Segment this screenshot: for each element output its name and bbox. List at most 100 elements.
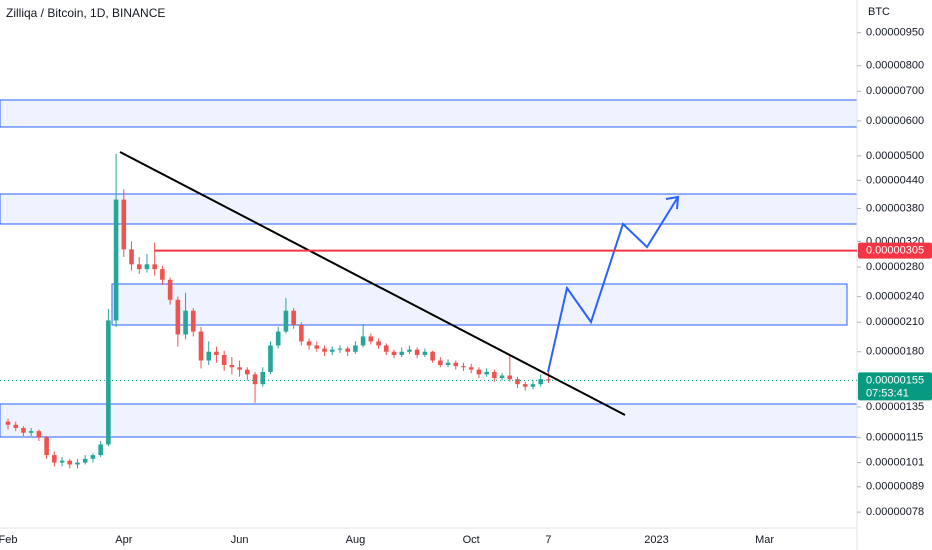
candle-body [237, 367, 242, 370]
candle-body [206, 351, 212, 361]
candle-body [538, 379, 543, 385]
candle-body [438, 360, 443, 365]
candle-body [28, 431, 34, 433]
candle-body [136, 264, 142, 270]
candle-body [515, 379, 520, 385]
y-tick-label: 0.00000440 [866, 174, 924, 186]
candle-body [175, 299, 181, 335]
candle-body [13, 424, 19, 428]
candle-body [106, 320, 111, 445]
y-tick-label: 0.00000180 [866, 346, 924, 358]
trend-line [119, 151, 626, 416]
candle-body [82, 458, 88, 463]
candle-body [476, 369, 482, 375]
candle-body [252, 374, 258, 385]
x-tick-label: Apr [115, 534, 132, 546]
candle-body [129, 249, 134, 265]
candle-body [75, 462, 80, 465]
price-axis [857, 0, 932, 550]
candle-body [445, 362, 451, 365]
candle-body [90, 455, 96, 459]
zone [0, 193, 858, 225]
candle-body [546, 379, 551, 381]
x-tick-label: 7 [545, 534, 551, 546]
y-tick-label: 0.00000700 [866, 85, 924, 97]
zone [0, 403, 858, 438]
y-tick-label: 0.00000600 [866, 115, 924, 127]
price-tag [858, 372, 932, 401]
y-tick-label: 0.00000115 [866, 432, 923, 444]
candle-body [453, 362, 459, 367]
y-tick-label: 0.00000950 [866, 27, 924, 39]
chart-title: Zilliqa / Bitcoin, 1D, BINANCE [6, 6, 165, 20]
x-tick-label: Oct [463, 534, 480, 546]
candle-body [329, 349, 335, 352]
price-tag [858, 242, 932, 259]
candle-body [522, 384, 528, 387]
zone [111, 283, 848, 326]
y-tick-label: 0.00000089 [866, 481, 924, 493]
projection-arrowhead [665, 195, 680, 210]
price-tag-label: 0.00000155 [866, 374, 924, 386]
drawings-top [119, 151, 680, 416]
candle-body [299, 324, 304, 342]
candle-body [314, 345, 320, 349]
candle-body [190, 310, 196, 332]
candle-body [414, 349, 420, 355]
candle-body [499, 375, 505, 378]
y-tick-label: 0.00000135 [866, 401, 924, 413]
candle-body [461, 366, 466, 368]
candle-body [530, 384, 536, 387]
x-tick-label: Feb [0, 534, 17, 546]
y-tick-label: 0.00000380 [866, 202, 924, 214]
countdown: 07:53:41 [866, 387, 909, 399]
candle-body [113, 199, 119, 321]
candle-body [322, 348, 327, 352]
candle-body [245, 369, 250, 375]
x-tick-label: 2023 [644, 534, 668, 546]
candle-body [360, 336, 366, 346]
y-tick-label: 0.00000101 [866, 456, 924, 468]
candle-body [484, 371, 489, 375]
candle-body [21, 427, 26, 433]
candle-body [353, 345, 358, 352]
candle-body [383, 345, 389, 352]
candle-body [36, 431, 42, 438]
candle-body [152, 264, 157, 270]
plot-area [5, 153, 551, 469]
candle-body [5, 421, 11, 425]
candle-body [198, 331, 204, 361]
candle-body [98, 444, 103, 456]
x-tick-label: Aug [346, 534, 366, 546]
candle-body [44, 437, 49, 456]
candle-body [229, 364, 235, 368]
candle-body [144, 264, 150, 270]
candle-body [214, 351, 219, 355]
candle-body [221, 354, 227, 365]
candle-body [391, 351, 397, 355]
candle-body [407, 349, 412, 352]
candle-body [468, 367, 474, 370]
candle-body [268, 345, 273, 372]
y-tick-label: 0.00000078 [866, 506, 924, 518]
candle-body [399, 351, 405, 355]
x-tick-label: Mar [755, 534, 774, 546]
candle-body [492, 371, 497, 378]
candle-body [283, 310, 289, 332]
candle-body [260, 371, 266, 385]
drawings [0, 99, 858, 438]
candle-body [368, 336, 374, 342]
candle-body [291, 310, 296, 325]
candle-body [59, 460, 65, 463]
candle-body [52, 455, 57, 463]
candle-body [422, 351, 428, 355]
candle-body [507, 375, 513, 380]
y-tick-label: 0.00000500 [866, 150, 924, 162]
candle-body [183, 310, 188, 335]
projection-path [547, 196, 679, 373]
candle-body [430, 351, 435, 361]
candle-body [67, 460, 73, 465]
candle-body [275, 331, 281, 346]
